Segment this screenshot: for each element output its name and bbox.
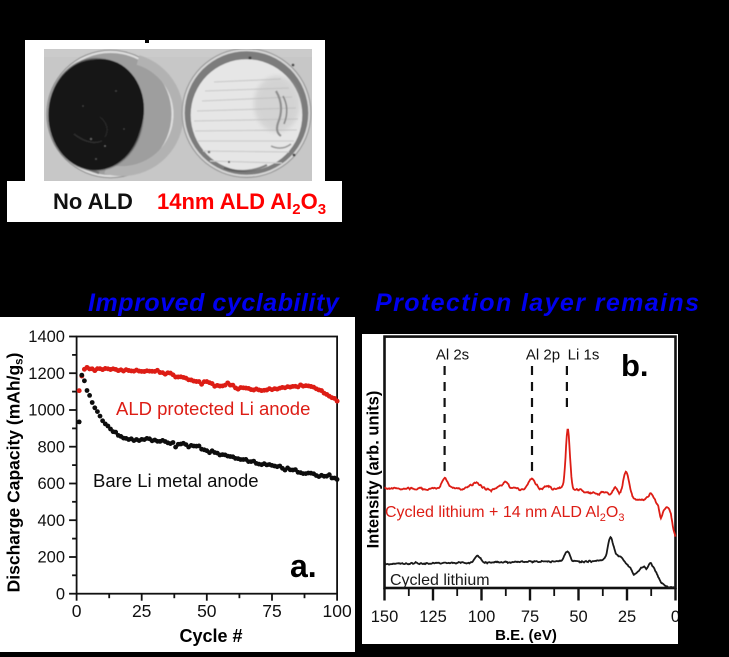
svg-text:100: 100 <box>468 608 496 626</box>
svg-text:a.: a. <box>290 548 317 584</box>
svg-text:0: 0 <box>56 585 65 603</box>
svg-text:75: 75 <box>262 601 281 621</box>
svg-text:b.: b. <box>621 348 649 383</box>
svg-text:25: 25 <box>618 608 636 626</box>
svg-text:800: 800 <box>37 438 65 456</box>
svg-text:50: 50 <box>569 608 587 626</box>
svg-text:400: 400 <box>37 512 65 530</box>
svg-text:Cycled lithium + 14 nm ALD Al2: Cycled lithium + 14 nm ALD Al2O3 <box>385 504 624 524</box>
svg-text:Bare Li metal anode: Bare Li metal anode <box>93 470 259 491</box>
svg-text:100: 100 <box>322 601 351 621</box>
svg-text:Al 2s: Al 2s <box>436 347 469 364</box>
svg-text:1000: 1000 <box>28 402 65 420</box>
svg-text:Li 1s: Li 1s <box>568 347 600 364</box>
svg-text:1400: 1400 <box>28 328 65 346</box>
svg-text:0: 0 <box>72 601 82 621</box>
svg-text:200: 200 <box>37 549 65 567</box>
svg-text:600: 600 <box>37 475 65 493</box>
svg-text:Al 2p: Al 2p <box>526 347 560 364</box>
svg-text:Intensity (arb. units): Intensity (arb. units) <box>365 391 383 549</box>
svg-text:Cycle #: Cycle # <box>179 626 242 646</box>
svg-text:1200: 1200 <box>28 365 65 383</box>
svg-text:Cycled lithium: Cycled lithium <box>390 572 490 589</box>
svg-text:150: 150 <box>371 608 399 626</box>
svg-text:ALD protected Li anode: ALD protected Li anode <box>116 398 310 419</box>
svg-text:125: 125 <box>419 608 447 626</box>
svg-text:Discharge Capacity (mAh/gs): Discharge Capacity (mAh/gs) <box>4 353 26 593</box>
svg-text:0: 0 <box>671 608 678 626</box>
svg-text:25: 25 <box>132 601 151 621</box>
svg-text:75: 75 <box>521 608 539 626</box>
svg-text:50: 50 <box>197 601 217 621</box>
svg-text:B.E. (eV): B.E. (eV) <box>495 627 557 644</box>
